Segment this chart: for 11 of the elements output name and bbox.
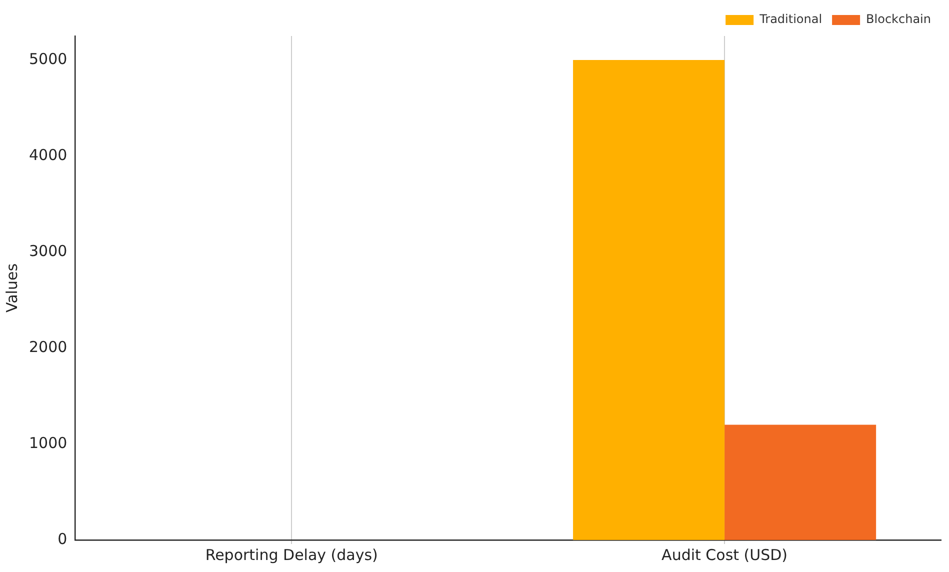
y-tick-label: 4000 [28, 146, 68, 164]
y-tick-label: 0 [58, 530, 68, 548]
y-tick-label: 1000 [28, 434, 68, 452]
x-tick-label: Reporting Delay (days) [205, 546, 378, 564]
y-tick-label: 5000 [28, 50, 68, 68]
legend-label: Blockchain [866, 12, 931, 26]
y-tick-label: 3000 [28, 242, 68, 260]
legend-label: Traditional [758, 12, 822, 26]
y-axis-title: Values [2, 263, 21, 313]
x-tick-label: Audit Cost (USD) [662, 546, 788, 564]
y-tick-label: 2000 [28, 338, 68, 356]
